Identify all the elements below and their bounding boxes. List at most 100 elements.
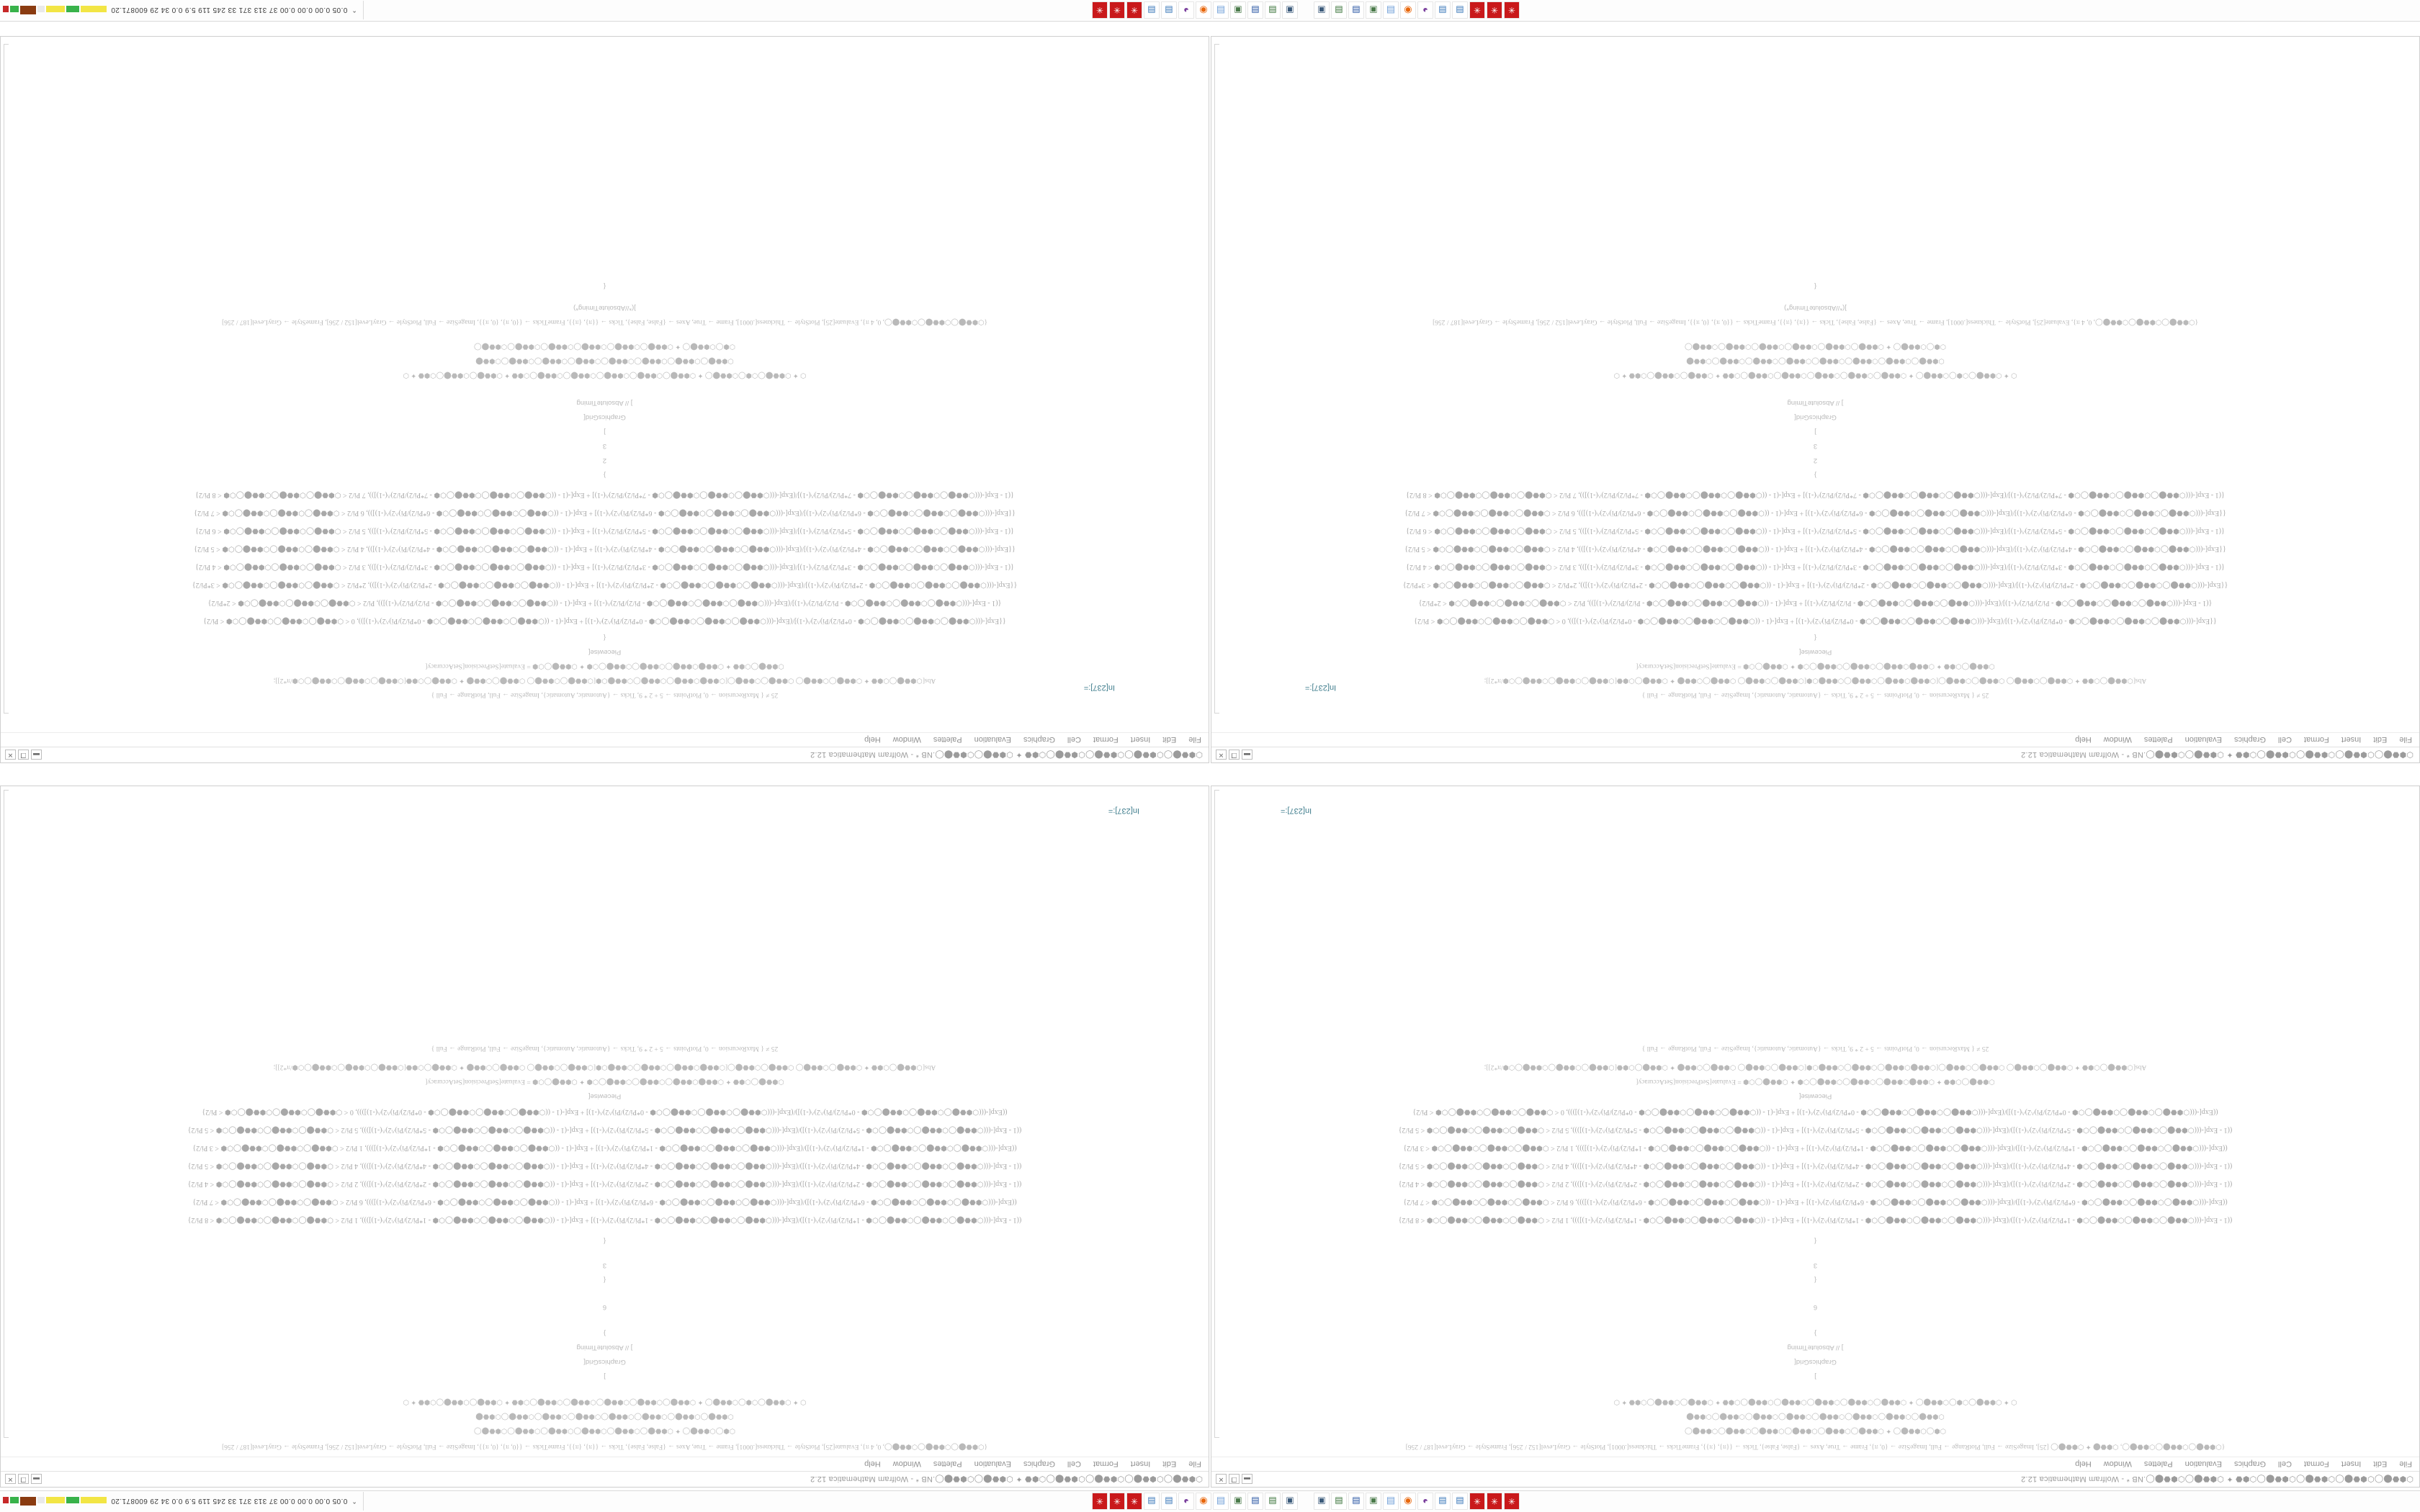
terminal-icon[interactable]: ▤ [1435, 1493, 1451, 1511]
piecewise-row-list[interactable]: {{Exp[-(((⬡⬢⬣⬤◯⬡⬢⬣⬤◯⬡⬢⬣⬤◯⬡⬢ - 0*Pi/2)/Pi… [1211, 486, 2419, 630]
maximize-button[interactable]: ❐ [18, 750, 29, 760]
wolfram-mathematica-icon[interactable]: ✳ [1504, 1, 1520, 19]
menu-item-palettes[interactable]: Palettes [933, 735, 962, 744]
absolute-timing-comment[interactable]: ](*//AbsoluteTiming*) [1784, 304, 1847, 312]
menu-item-help[interactable]: Help [864, 1459, 881, 1469]
wolfram-mathematica-icon[interactable]: ✳ [1487, 1, 1502, 19]
piecewise-row[interactable]: {(1 - Exp[-(((⬡⬢⬣⬤◯⬡⬢⬣⬤◯⬡⬢⬣⬤◯⬡⬢ - 5*Pi/2… [1406, 527, 2225, 535]
minimize-button[interactable]: ▬ [1242, 750, 1252, 760]
piecewise-row[interactable]: {{Exp[-(((⬡⬢⬣⬤◯⬡⬢⬣⬤◯⬡⬢⬣⬤◯⬡⬢ - 6*Pi/2)/Pi… [1404, 509, 2226, 517]
evaluate-line[interactable]: ⬡⬢⬣⬤◯⬡⬢⬣ ✦ ⬡⬢⬣⬤⬡⬢⬣⬤◯⬡⬢⬣⬤◯⬡⬢⬣⬤◯⬡⬢ ✦ ⬡⬢⬣⬤◯… [425, 1078, 784, 1085]
cell-close-brace[interactable]: } [1814, 1329, 1817, 1337]
system-monitor-icon[interactable]: ▣ [1282, 1, 1298, 19]
menu-item-file[interactable]: File [1188, 1459, 1201, 1469]
taskbar-launcher-group-right-2[interactable]: ▣ ▤ ▤ ▣ ▤ ◉ ◕ ▤ ▤ ✳ ✳ ✳ [1092, 1, 1298, 19]
text-editor-icon[interactable]: ▤ [1383, 1493, 1399, 1511]
cell-open-brace-2[interactable]: { [603, 1237, 606, 1245]
cell-code-line[interactable]: ⬡⬢◯⬡⬢⬣⬤◯ ✦ ⬡⬢⬣⬤◯⬡⬢⬣⬤◯⬡⬢⬣⬤◯⬡⬢⬣⬤◯⬡⬢⬣⬤◯⬡⬢⬣⬤… [474, 343, 735, 350]
terminal-icon[interactable]: ▤ [1161, 1493, 1177, 1511]
cell-close-bracket[interactable]: ] [1814, 428, 1816, 436]
equation-row[interactable]: ((1 - Exp[-(((⬡⬢⬣⬤◯⬡⬢⬣⬤◯⬡⬢⬣⬤◯⬡⬢ - 4*Pi/2… [1398, 1162, 2233, 1170]
piecewise-row[interactable]: {(1 - Exp[-(((⬡⬢⬣⬤◯⬡⬢⬣⬤◯⬡⬢⬣⬤◯⬡⬢ - Pi/2)/… [207, 599, 1002, 607]
graphics-grid-label[interactable]: GraphicsGrid[ [1794, 1358, 1837, 1366]
menu-item-cell[interactable]: Cell [2277, 735, 2292, 744]
menu-item-format[interactable]: Format [1093, 735, 1119, 744]
absolute-timing-label[interactable]: ] // AbsoluteTiming [1787, 399, 1844, 407]
menu-item-file[interactable]: File [2399, 1459, 2412, 1469]
close-button[interactable]: ✕ [1216, 750, 1227, 760]
evaluate-line[interactable]: ⬡⬢⬣⬤◯⬡⬢⬣ ✦ ⬡⬢⬣⬤⬡⬢⬣⬤◯⬡⬢⬣⬤◯⬡⬢⬣⬤◯⬡⬢ ✦ ⬡⬢⬣⬤◯… [425, 662, 784, 670]
options-line[interactable]: 25 ≠ { MaxRecursion → 0, PlotPoints → 5 … [431, 1045, 779, 1052]
menu-item-insert[interactable]: Insert [1130, 1459, 1151, 1469]
piecewise-row[interactable]: {(1 - Exp[-(((⬡⬢⬣⬤◯⬡⬢⬣⬤◯⬡⬢⬣⬤◯⬡⬢ - 7*Pi/2… [195, 491, 1014, 499]
menu-item-graphics[interactable]: Graphics [2233, 1459, 2266, 1469]
menu-item-window[interactable]: Window [2103, 1459, 2132, 1469]
taskbar-launcher-group-left[interactable]: ✳ ✳ ✳ ▤ ▤ ◕ ◉ ▤ ▣ ▤ ▤ ▣ [1314, 1493, 1520, 1511]
menu-item-cell[interactable]: Cell [1067, 735, 1081, 744]
menu-item-format[interactable]: Format [2303, 735, 2329, 744]
terminal-icon[interactable]: ▤ [1144, 1, 1160, 19]
cell-code-line[interactable]: ⬡ ✦ ⬡⬢⬣⬤◯⬡⬢◯⬡⬢⬣⬤◯ ✦ ⬡⬢⬣⬤◯⬡⬢⬣⬤◯⬡⬢⬣⬤◯⬡⬢⬣⬤◯… [403, 1398, 807, 1405]
system-monitor-icon[interactable]: ▣ [1314, 1493, 1330, 1511]
piecewise-row[interactable]: {(1 - Exp[-(((⬡⬢⬣⬤◯⬡⬢⬣⬤◯⬡⬢⬣⬤◯⬡⬢ - Pi/2)/… [1418, 599, 2213, 607]
cell-bracket[interactable] [1214, 790, 1219, 1438]
title-bar[interactable]: ⬡⬢⬣⬤◯⬡⬢⬣⬤◯⬡⬢⬣⬤◯⬡⬢⬣⬤◯⬡⬢⬣ ✦ ⬡⬢⬣⬤◯⬡⬢⬣⬤◯.NB … [1, 747, 1209, 762]
menu-bar[interactable]: File Edit Insert Format Cell Graphics Evaluati… [1211, 732, 2419, 747]
cell-code-line[interactable]: ⬡⬢⬣⬤◯⬡⬢⬣⬤◯⬡⬢⬣⬤◯⬡⬢⬣⬤◯⬡⬢⬣⬤◯⬡⬢⬣⬤◯⬡⬢⬣⬤◯⬡⬢⬣⬤ [475, 1413, 734, 1420]
title-bar[interactable]: ⬡⬢⬣⬤◯⬡⬢⬣⬤◯⬡⬢⬣⬤◯⬡⬢⬣⬤◯⬡⬢⬣ ✦ ⬡⬢⬣⬤◯⬡⬢⬣⬤◯.NB … [1, 1471, 1209, 1487]
wolfram-mathematica-icon[interactable]: ✳ [1469, 1, 1485, 19]
equation-row[interactable]: ((1 - Exp[-(((⬡⬢⬣⬤◯⬡⬢⬣⬤◯⬡⬢⬣⬤◯⬡⬢ - 4*Pi/2… [187, 1162, 1022, 1170]
menu-item-window[interactable]: Window [892, 735, 921, 744]
equation-row[interactable]: ((1 - Exp[-(((⬡⬢⬣⬤◯⬡⬢⬣⬤◯⬡⬢⬣⬤◯⬡⬢ - 1*Pi/2… [1398, 1216, 2233, 1224]
maximize-button[interactable]: ❐ [1229, 1474, 1240, 1485]
notebook-window-lower-left[interactable]: ⬡⬢⬣⬤◯⬡⬢⬣⬤◯⬡⬢⬣⬤◯⬡⬢⬣⬤◯⬡⬢⬣ ✦ ⬡⬢⬣⬤◯⬡⬢⬣⬤◯.NB … [1211, 36, 2420, 763]
piecewise-row[interactable]: {{Exp[-(((⬡⬢⬣⬤◯⬡⬢⬣⬤◯⬡⬢⬣⬤◯⬡⬢ - 4*Pi/2)/Pi… [194, 545, 1016, 553]
menu-item-format[interactable]: Format [1093, 1459, 1119, 1469]
piecewise-label[interactable]: Piecewise[ [1798, 1092, 1832, 1100]
cell-close-brace[interactable]: } [1814, 471, 1817, 479]
menu-item-graphics[interactable]: Graphics [1023, 1459, 1055, 1469]
options-line[interactable]: 25 ≠ { MaxRecursion → 0, PlotPoints → 5 … [1641, 691, 1989, 698]
gimp-icon[interactable]: ◕ [1417, 1493, 1433, 1511]
menu-item-edit[interactable]: Edit [1162, 735, 1177, 744]
close-button[interactable]: ✕ [5, 750, 16, 760]
menu-item-cell[interactable]: Cell [2277, 1459, 2292, 1469]
piecewise-row[interactable]: {(1 - Exp[-(((⬡⬢⬣⬤◯⬡⬢⬣⬤◯⬡⬢⬣⬤◯⬡⬢ - 7*Pi/2… [1406, 491, 2225, 499]
cell-code-line[interactable]: ⬡⬢◯⬡⬢⬣⬤◯ ✦ ⬡⬢⬣⬤◯⬡⬢⬣⬤◯⬡⬢⬣⬤◯⬡⬢⬣⬤◯⬡⬢⬣⬤◯⬡⬢⬣⬤… [1685, 343, 1946, 350]
absolute-timing-label[interactable]: ] // AbsoluteTiming [1787, 1344, 1844, 1351]
cell-open-brace-2[interactable]: { [603, 282, 606, 290]
cell-number[interactable]: 2 [1813, 456, 1818, 464]
equation-row[interactable]: ((Exp[-(((⬡⬢⬣⬤◯⬡⬢⬣⬤◯⬡⬢⬣⬤◯⬡⬢ - 0*Pi/2)/Pi… [1412, 1108, 2218, 1116]
terminal-icon[interactable]: ▤ [1452, 1, 1468, 19]
menu-bar[interactable]: File Edit Insert Format Cell Graphics Evaluati… [1, 1457, 1209, 1471]
menu-item-evaluation[interactable]: Evaluation [2184, 735, 2222, 744]
piecewise-row[interactable]: {(1 - Exp[-(((⬡⬢⬣⬤◯⬡⬢⬣⬤◯⬡⬢⬣⬤◯⬡⬢ - 3*Pi/2… [195, 563, 1014, 571]
piecewise-row-list[interactable]: {{Exp[-(((⬡⬢⬣⬤◯⬡⬢⬣⬤◯⬡⬢⬣⬤◯⬡⬢ - 0*Pi/2)/Pi… [1, 486, 1209, 630]
equation-row[interactable]: ((1 - Exp[-(((⬡⬢⬣⬤◯⬡⬢⬣⬤◯⬡⬢⬣⬤◯⬡⬢ - 5*Pi/2… [187, 1126, 1022, 1134]
cell-code-line[interactable]: ⬡ ✦ ⬡⬢⬣⬤◯⬡⬢◯⬡⬢⬣⬤◯ ✦ ⬡⬢⬣⬤◯⬡⬢⬣⬤◯⬡⬢⬣⬤◯⬡⬢⬣⬤◯… [403, 372, 807, 379]
abs-line[interactable]: Abs[⬡⬢⬣⬤◯⬡⬢⬣ ✦ ⬡⬢⬣⬤◯⬡⬢⬣⬤◯ ⬡⬢⬣⬤◯⬡⬢⬣⬤◯[⬡⬢⬣… [1484, 677, 2147, 684]
title-bar[interactable]: ⬡⬢⬣⬤◯⬡⬢⬣⬤◯⬡⬢⬣⬤◯⬡⬢⬣⬤◯⬡⬢⬣ ✦ ⬡⬢⬣⬤◯⬡⬢⬣⬤◯.NB … [1211, 1471, 2419, 1487]
piecewise-label[interactable]: Piecewise[ [588, 648, 622, 656]
cell-open-brace[interactable]: { [603, 634, 606, 642]
abs-line[interactable]: Abs[⬡⬢⬣⬤◯⬡⬢⬣ ✦ ⬡⬢⬣⬤◯⬡⬢⬣⬤◯ ⬡⬢⬣⬤◯⬡⬢⬣⬤◯[⬡⬢⬣… [273, 677, 936, 684]
piecewise-label[interactable]: Piecewise[ [588, 1092, 622, 1100]
graphics-grid-label[interactable]: GraphicsGrid[ [583, 413, 626, 421]
equation-row[interactable]: ((Exp[-(((⬡⬢⬣⬤◯⬡⬢⬣⬤◯⬡⬢⬣⬤◯⬡⬢ - 1*Pi/2)/Pi… [192, 1144, 1017, 1152]
minimize-button[interactable]: ▬ [31, 750, 42, 760]
title-bar[interactable]: ⬡⬢⬣⬤◯⬡⬢⬣⬤◯⬡⬢⬣⬤◯⬡⬢⬣⬤◯⬡⬢⬣ ✦ ⬡⬢⬣⬤◯⬡⬢⬣⬤◯.NB … [1211, 747, 2419, 762]
in-label[interactable]: In[237]:= [1083, 683, 1115, 692]
gimp-icon[interactable]: ◕ [1417, 1, 1433, 19]
menu-bar[interactable]: File Edit Insert Format Cell Graphics Evaluati… [1, 732, 1209, 747]
menu-item-file[interactable]: File [1188, 735, 1201, 744]
equation-row[interactable]: ((1 - Exp[-(((⬡⬢⬣⬤◯⬡⬢⬣⬤◯⬡⬢⬣⬤◯⬡⬢ - 2*Pi/2… [1398, 1180, 2233, 1188]
abs-line[interactable]: Abs[⬡⬢⬣⬤◯⬡⬢⬣ ✦ ⬡⬢⬣⬤◯⬡⬢⬣⬤◯ ⬡⬢⬣⬤◯⬡⬢⬣⬤◯[⬡⬢⬣… [1484, 1063, 2147, 1071]
menu-item-format[interactable]: Format [2303, 1459, 2329, 1469]
minimize-button[interactable]: ▬ [31, 1474, 42, 1485]
cell-code-line[interactable]: {⬡⬢⬣⬤◯⬡⬢⬣⬤◯⬡⬢⬣⬤◯, ⬡⬢⬣⬤ ✦ ⬡⬢⬣⬤◯ [25], Ima… [1405, 1443, 2226, 1450]
piecewise-row[interactable]: {{Exp[-(((⬡⬢⬣⬤◯⬡⬢⬣⬤◯⬡⬢⬣⬤◯⬡⬢ - 2*Pi/2)/Pi… [1402, 581, 2228, 589]
text-editor-icon[interactable]: ▤ [1213, 1493, 1229, 1511]
cell-close-bracket[interactable]: ] [604, 428, 606, 436]
window-controls[interactable]: ▬ ❐ ✕ [1211, 750, 1252, 760]
menu-item-evaluation[interactable]: Evaluation [974, 735, 1011, 744]
